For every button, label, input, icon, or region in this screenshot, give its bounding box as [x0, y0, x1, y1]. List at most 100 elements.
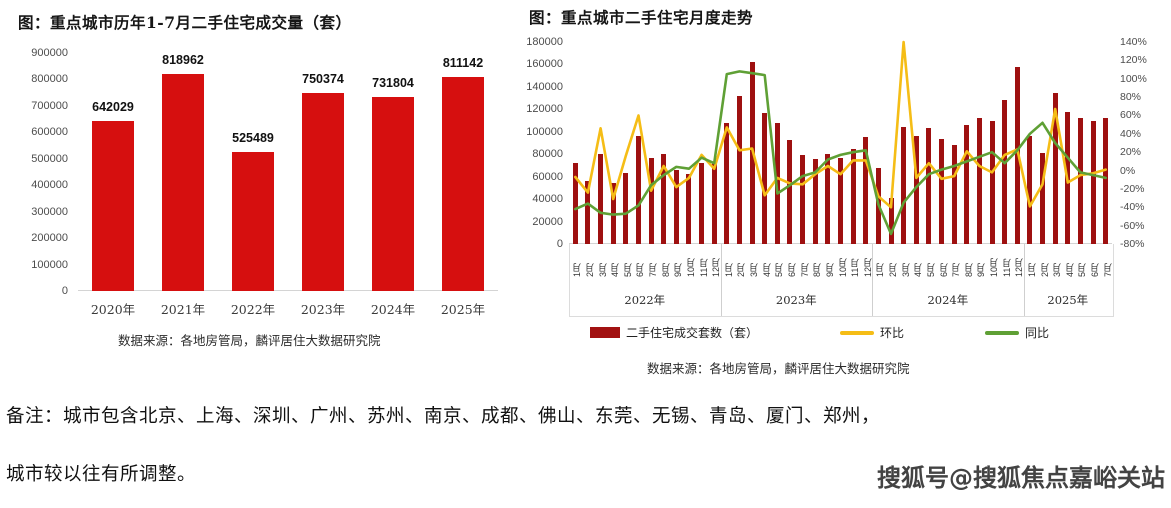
- right-chart-year-separator: [1023, 244, 1025, 316]
- left-chart-x-tick: 2025年: [440, 302, 486, 317]
- right-chart-month-tick: 1月: [572, 262, 583, 277]
- left-chart-bar: [162, 74, 204, 291]
- left-chart-y-tick: 900000: [31, 47, 68, 59]
- right-chart-month-tick: 5月: [1077, 262, 1088, 277]
- right-chart-month-tick: 2月: [584, 262, 595, 277]
- legend-label: 同比: [1025, 326, 1050, 340]
- left-chart-y-tick: 600000: [31, 126, 68, 139]
- left-chart-y-tick: 300000: [31, 205, 68, 218]
- right-chart-bar: [863, 137, 869, 244]
- right-chart-bar: [623, 173, 629, 244]
- right-chart-bar: [661, 154, 667, 244]
- left-chart-bar-value-label: 818962: [162, 53, 204, 68]
- right-chart-bar: [1002, 100, 1008, 244]
- left-chart-x-tick: 2023年: [300, 302, 346, 317]
- right-chart-bar: [648, 157, 654, 244]
- right-chart-bar: [800, 155, 806, 244]
- right-chart-month-tick: 1月: [1026, 262, 1037, 277]
- monthly-trend-chart: 0 20000 40000 60000 80000 100000 120000 140000 1…: [516, 36, 1171, 340]
- right-chart-left-y-tick: 60000: [532, 170, 563, 183]
- legend-swatch-line: [985, 330, 1019, 335]
- right-chart-month-tick: 7月: [951, 262, 962, 277]
- right-chart-bar: [1014, 66, 1020, 244]
- right-chart-right-y-tick: 40%: [1120, 127, 1142, 140]
- left-chart-bar-value-label: 642029: [92, 100, 134, 115]
- right-chart-month-tick: 6月: [786, 262, 797, 277]
- right-chart-left-y-tick: 140000: [526, 80, 563, 93]
- left-chart-plot-area: 642029 2020年 818962 2021年 525489 2022年 750374 2…: [78, 53, 498, 318]
- right-chart-bar: [1090, 120, 1096, 244]
- left-chart-x-tick: 2021年: [160, 302, 206, 317]
- right-chart-bar: [673, 169, 679, 244]
- right-chart-year-separator: [872, 244, 874, 316]
- left-chart-panel: 图：重点城市历年1-7月二手住宅成交量（套） 0 100000 200000 3000…: [0, 0, 516, 380]
- right-chart-left-y-tick: 40000: [532, 193, 563, 206]
- right-chart-month-tick: 5月: [774, 262, 785, 277]
- right-chart-month-tick: 7月: [799, 262, 810, 277]
- right-chart-bar: [724, 122, 730, 244]
- right-chart-bar: [850, 148, 856, 244]
- right-chart-bar: [888, 198, 894, 244]
- right-chart-title: 图：重点城市二手住宅月度走势: [529, 8, 754, 27]
- right-chart-x-axis-box: [569, 244, 1114, 317]
- left-chart-x-tick: 2020年: [90, 302, 136, 317]
- right-chart-bar: [598, 154, 604, 244]
- right-chart-lines: [574, 40, 1108, 236]
- right-chart-month-tick: 11月: [1001, 258, 1012, 277]
- left-chart-source-note: 数据来源：各地房管局，麟评居住大数据研究院: [118, 333, 381, 348]
- left-chart-bar: [92, 121, 134, 291]
- right-chart-left-y-tick: 20000: [532, 215, 563, 228]
- left-chart-y-tick: 100000: [31, 258, 68, 271]
- right-chart-right-y-tick: 60%: [1120, 109, 1142, 122]
- left-chart-bar-group: 525489 2022年: [218, 53, 288, 317]
- left-chart-baseline: [78, 289, 498, 291]
- right-chart-left-y-tick: 0: [556, 238, 563, 250]
- footer-note-line-1: 备注：城市包含北京、上海、深圳、广州、苏州、南京、成都、佛山、东莞、无锡、青岛、…: [6, 406, 881, 427]
- left-chart-bar-value-label: 525489: [232, 131, 274, 146]
- right-chart-legend-item[interactable]: 二手住宅成交套数（套）: [590, 324, 758, 341]
- right-chart-month-tick: 7月: [1102, 262, 1113, 277]
- right-chart-month-tick: 9月: [824, 262, 835, 277]
- right-chart-month-tick: 10月: [837, 257, 848, 277]
- footer-notes: 备注：城市包含北京、上海、深圳、广州、苏州、南京、成都、佛山、东莞、无锡、青岛、…: [0, 392, 1171, 508]
- footer-note-line-2: 城市较以往有所调整。: [6, 464, 197, 485]
- right-chart-bar: [951, 145, 957, 244]
- right-chart-month-tick: 9月: [673, 262, 684, 277]
- left-chart-bar-group: 811142 2025年: [428, 53, 498, 318]
- left-chart-y-tick: 700000: [31, 99, 68, 112]
- right-chart-right-y-tick: -20%: [1120, 182, 1145, 195]
- right-chart-legend-item[interactable]: 同比: [985, 324, 1049, 341]
- right-chart-bar: [1103, 118, 1109, 244]
- right-chart-line-yoy: [574, 70, 1108, 236]
- right-chart-month-tick: 2月: [736, 262, 747, 277]
- right-chart-right-y-tick: 140%: [1120, 36, 1147, 48]
- right-chart-right-y-tick: 20%: [1120, 146, 1142, 159]
- right-chart-bar: [736, 95, 742, 244]
- right-chart-bar: [711, 162, 717, 244]
- right-chart-month-tick: 6月: [1090, 262, 1101, 277]
- left-chart-x-tick: 2024年: [370, 302, 416, 317]
- right-chart-year-group-label: 2024年: [927, 293, 969, 307]
- left-chart-bars: 642029 2020年 818962 2021年 525489 2022年 750374 2…: [78, 53, 498, 318]
- right-chart-month-tick: 7月: [648, 262, 659, 277]
- left-chart-bar-group: 642029 2020年: [78, 53, 148, 317]
- watermark-label: 搜狐号@搜狐焦点嘉峪关站: [877, 464, 1165, 492]
- right-chart-month-tick: 9月: [976, 262, 987, 277]
- right-chart-right-y-tick: 80%: [1120, 91, 1142, 104]
- right-chart-year-group-label: 2025年: [1047, 293, 1089, 307]
- left-chart-y-tick: 0: [61, 285, 68, 297]
- right-chart-bar: [812, 158, 818, 244]
- right-chart-legend-item[interactable]: 环比: [840, 324, 904, 341]
- right-chart-month-tick: 1月: [723, 262, 734, 277]
- left-chart-y-tick: 800000: [31, 73, 68, 86]
- legend-swatch-line: [840, 330, 874, 335]
- right-chart-plot-area: [569, 40, 1112, 244]
- right-chart-bar: [635, 136, 641, 244]
- right-chart-right-y-tick: -60%: [1120, 219, 1145, 232]
- right-chart-source-note: 数据来源：各地房管局，麟评居住大数据研究院: [647, 361, 910, 376]
- right-chart-month-tick: 11月: [698, 258, 709, 277]
- annual-volume-bar-chart: 0 100000 200000 300000 400000 500000 600000 700…: [0, 47, 516, 318]
- right-chart-year-group-label: 2022年: [624, 293, 666, 307]
- right-chart-bar: [699, 163, 705, 244]
